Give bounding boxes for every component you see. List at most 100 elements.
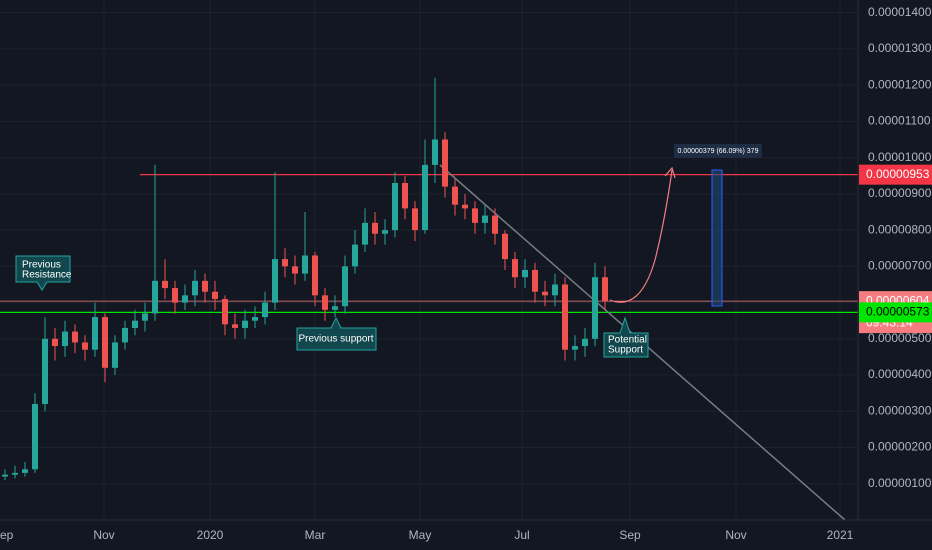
callout-text: Resistance — [22, 270, 72, 281]
callout-text: Support — [608, 345, 643, 356]
x-tick-label: Nov — [725, 528, 746, 542]
candle-body — [142, 313, 148, 321]
candle-body — [252, 317, 258, 321]
price-badge-label: 0.00000953 — [866, 167, 930, 181]
measure-label: 0.00000379 (66.09%) 379 — [678, 148, 759, 155]
x-tick-label: 2020 — [197, 528, 224, 542]
candle-body — [582, 338, 588, 347]
x-tick-label: Sep — [619, 528, 641, 542]
callout-box — [15, 255, 71, 291]
projection-arrow — [664, 166, 676, 179]
x-tick-label: Jul — [514, 528, 529, 542]
y-tick-label: 0.00000500 — [868, 331, 932, 345]
measure-box — [711, 169, 723, 307]
candle-body — [302, 255, 308, 274]
x-tick-label: 2021 — [827, 528, 854, 542]
y-tick-label: 0.00001400 — [868, 5, 932, 19]
candle-body — [12, 472, 18, 475]
candle-body — [82, 342, 88, 350]
annotation-measure: 0.00000379 (66.09%) 379 — [674, 144, 762, 158]
y-tick-label: 0.00001200 — [868, 77, 932, 91]
candle-body — [512, 259, 518, 278]
candle-body — [2, 474, 8, 477]
candle-body — [592, 277, 598, 339]
candle-body — [422, 164, 428, 231]
price-badge — [859, 164, 932, 185]
candle-body — [452, 186, 458, 205]
candle-body — [182, 295, 188, 303]
candle-body — [112, 342, 118, 368]
candle-body — [332, 306, 338, 310]
candle-body — [542, 291, 548, 296]
candle-body — [242, 320, 248, 328]
candle-body — [472, 208, 478, 223]
candle-body — [492, 215, 498, 234]
candle-body — [62, 331, 68, 347]
callout-box — [296, 316, 377, 351]
y-tick-label: 0.00001300 — [868, 41, 932, 55]
y-tick-label: 0.00000100 — [868, 476, 932, 490]
candle-body — [132, 320, 138, 328]
y-tick-label: 0.00001100 — [868, 114, 931, 128]
candle-body — [92, 317, 98, 350]
candle-body — [532, 269, 538, 292]
candle-body — [522, 269, 528, 278]
x-tick-label: Mar — [305, 528, 326, 542]
x-tick-label: ep — [0, 528, 14, 542]
annotation-potential-support: Potential Support — [603, 316, 649, 358]
annotation-previous-support: Previous support — [296, 316, 377, 351]
callout-text: Potential — [608, 335, 647, 346]
candles — [2, 77, 608, 481]
y-tick-label: 0.00000700 — [868, 259, 932, 273]
annotation-previous-resistance: Previous Resistance — [15, 255, 72, 291]
y-tick-label: 0.00000300 — [868, 403, 932, 417]
x-tick-label: Nov — [93, 528, 114, 542]
candle-body — [352, 244, 358, 267]
candle-body — [362, 222, 368, 245]
candle-body — [392, 182, 398, 231]
axis-labels: 0.00000100 0.00000200 0.00000300 0.00000400… — [0, 5, 932, 542]
callout-text: Previous support — [298, 334, 373, 345]
candle-body — [372, 222, 378, 234]
candle-body — [122, 327, 128, 343]
candle-body — [222, 298, 228, 325]
candle-body — [432, 139, 438, 165]
projection-curve — [609, 169, 673, 303]
candle-body — [572, 346, 578, 350]
candle-body — [42, 338, 48, 405]
candle-body — [202, 280, 208, 292]
candle-body — [292, 266, 298, 274]
x-tick-label: May — [409, 528, 432, 542]
candle-body — [442, 139, 448, 187]
measure-label-box — [674, 144, 762, 158]
candle-body — [22, 469, 28, 473]
candle-body — [322, 295, 328, 310]
candle-body — [412, 208, 418, 231]
candle-body — [102, 317, 108, 368]
candle-body — [382, 230, 388, 234]
candle-body — [262, 302, 268, 318]
candle-body — [342, 266, 348, 307]
candle-body — [172, 288, 178, 303]
y-tick-label: 0.00000400 — [868, 367, 932, 381]
candle-body — [502, 233, 508, 260]
candle-body — [32, 404, 38, 470]
candle-body — [192, 280, 198, 296]
candle-body — [272, 259, 278, 303]
y-tick-label: 0.00000800 — [868, 222, 932, 236]
callout-box — [603, 316, 649, 358]
candle-body — [482, 215, 488, 223]
candle-body — [152, 280, 158, 314]
candle-body — [282, 259, 288, 267]
y-tick-label: 0.00000200 — [868, 440, 932, 454]
candle-body — [552, 284, 558, 296]
candle-body — [312, 255, 318, 296]
candle-body — [52, 338, 58, 347]
candle-body — [562, 284, 568, 350]
price-badge — [859, 302, 932, 323]
candle-body — [162, 280, 168, 289]
callout-text: Previous — [22, 260, 61, 271]
price-axis — [858, 0, 932, 550]
